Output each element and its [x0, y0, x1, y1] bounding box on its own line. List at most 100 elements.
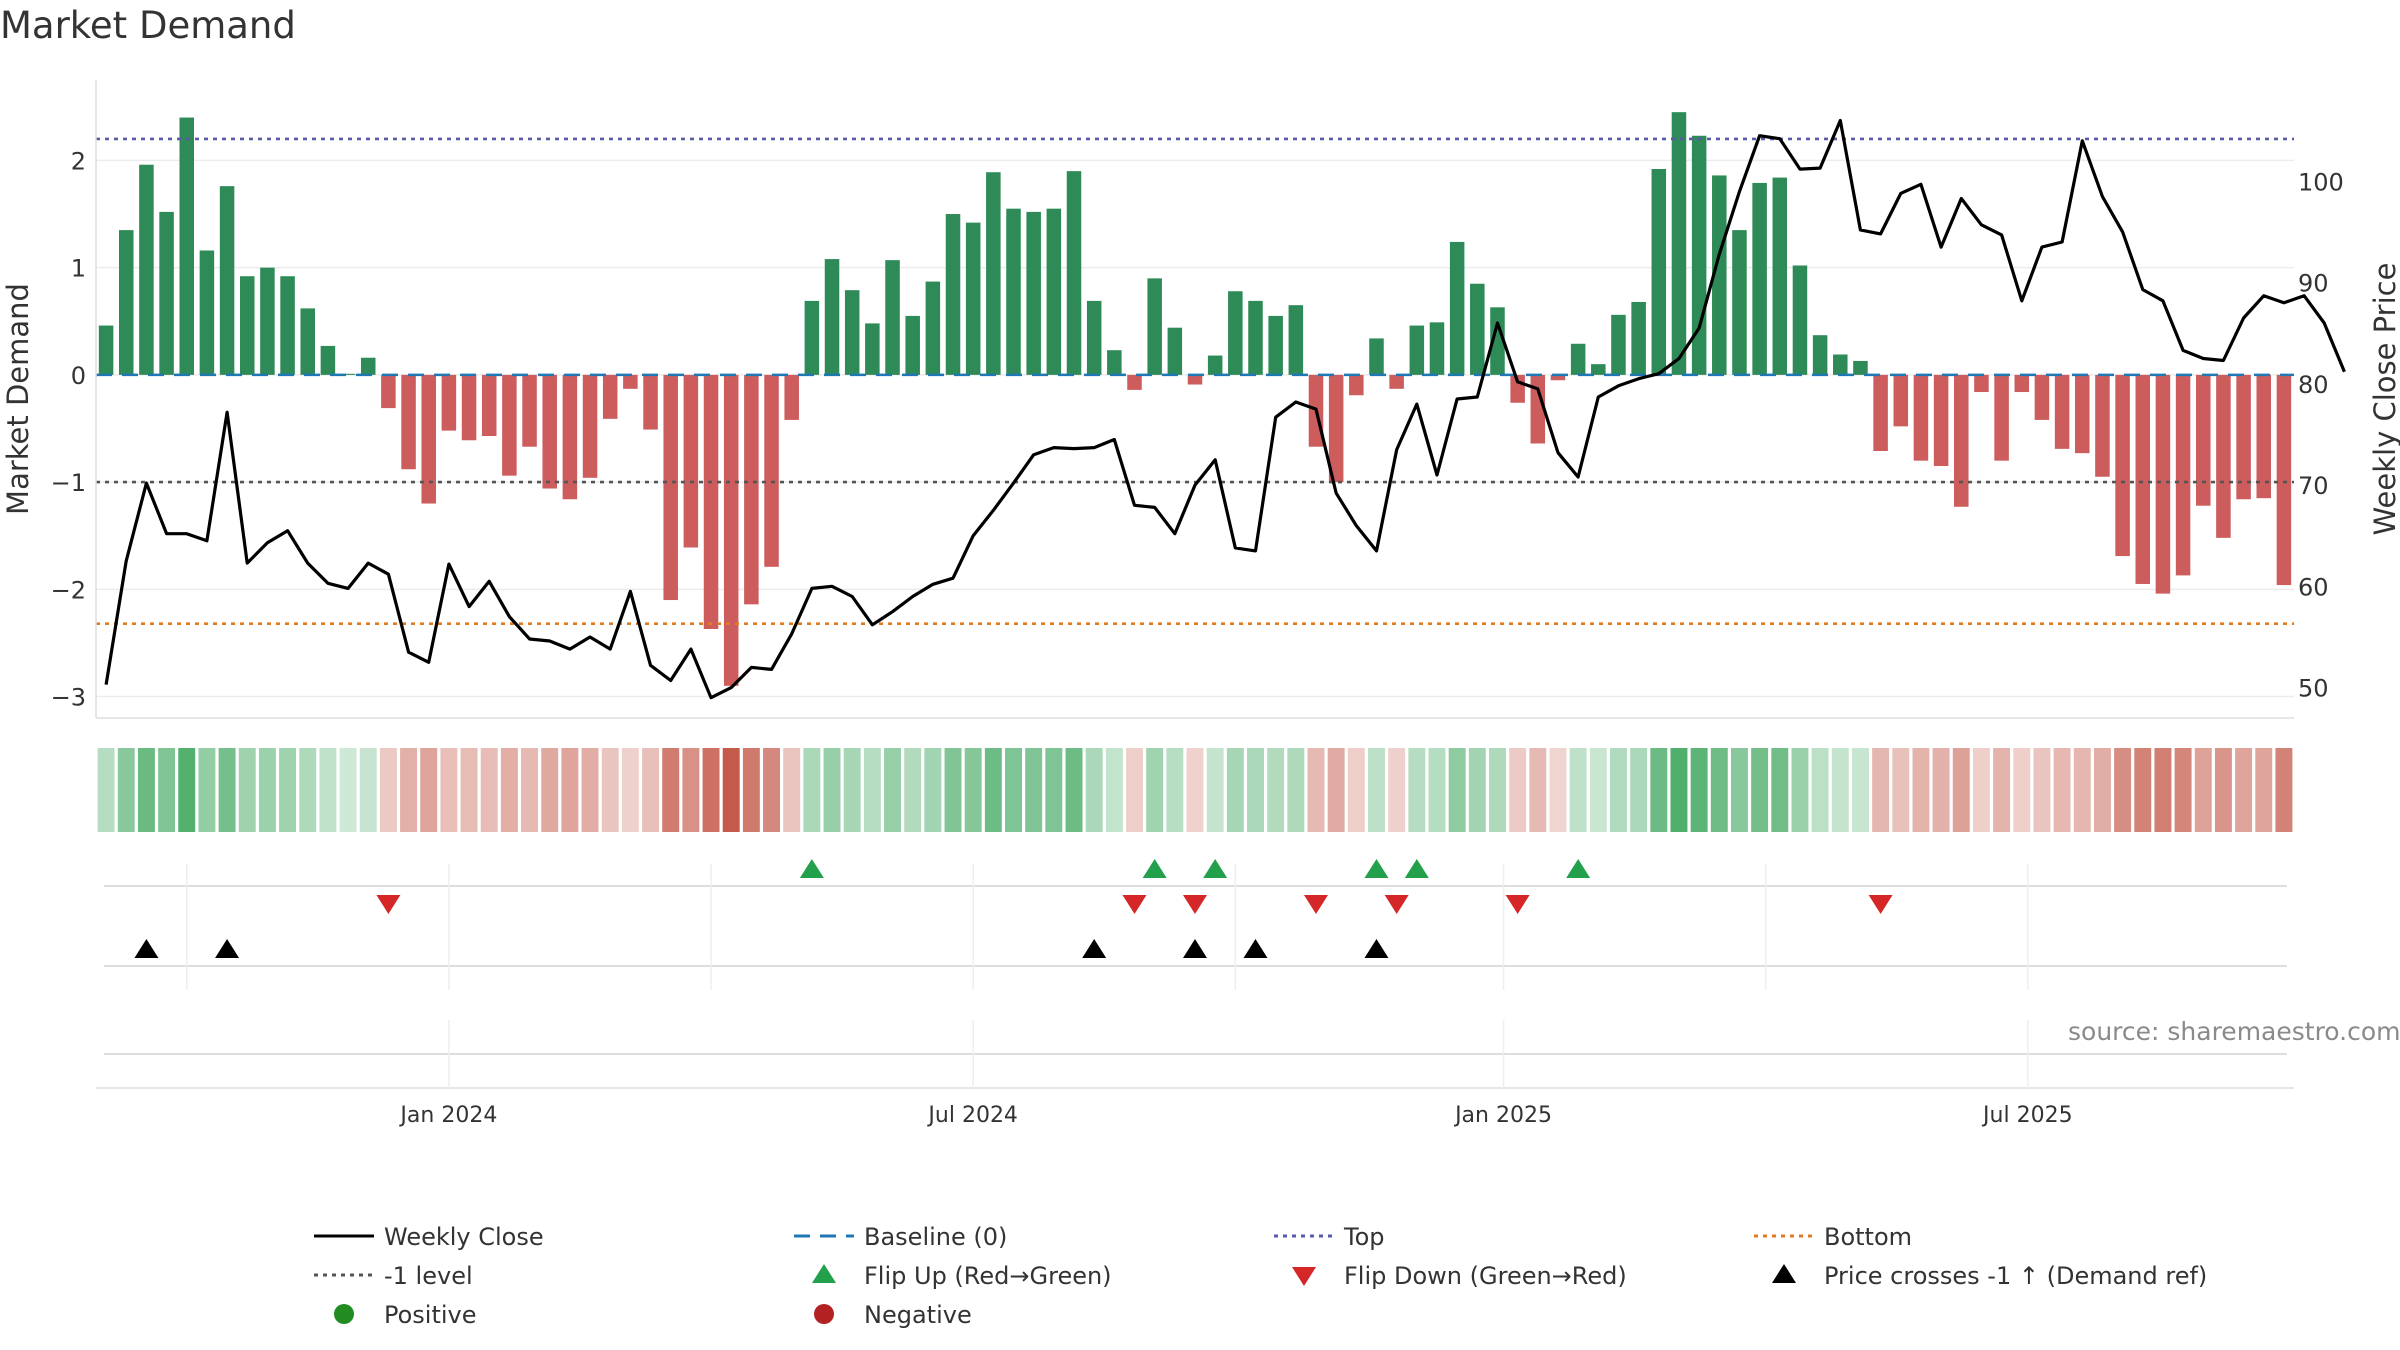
heatmap-cell	[1609, 748, 1627, 832]
demand-bar	[844, 290, 860, 375]
heatmap-cell	[2053, 748, 2071, 832]
heatmap-cell	[662, 748, 680, 832]
heatmap-cell	[1509, 748, 1527, 832]
heatmap-cell	[198, 748, 216, 832]
legend-item: Negative	[814, 1301, 972, 1329]
heatmap-cell	[1650, 748, 1668, 832]
demand-bar	[260, 267, 275, 375]
demand-bar	[2276, 374, 2292, 586]
demand-bar	[421, 374, 436, 504]
demand-bar	[461, 374, 477, 441]
flip-down-marker	[376, 895, 401, 914]
demand-bar	[1470, 283, 1485, 375]
flip-up-marker	[1404, 859, 1429, 878]
demand-bar	[1046, 208, 1062, 375]
demand-bar	[1288, 305, 1304, 375]
heatmap-cell	[984, 748, 1002, 832]
demand-bar	[582, 374, 598, 478]
demand-bar	[643, 374, 658, 430]
flip-down-marker	[1122, 895, 1147, 914]
heatmap-cell	[924, 748, 942, 832]
demand-bar	[1772, 177, 1788, 375]
demand-bar	[159, 211, 174, 375]
heatmap-cell	[2174, 748, 2192, 832]
legend-item: Weekly Close	[314, 1223, 544, 1251]
y-tick-label: −1	[51, 469, 86, 497]
heatmap-cell	[97, 748, 115, 832]
heatmap-cell	[702, 748, 720, 832]
demand-bar	[1066, 171, 1082, 375]
demand-bar	[139, 164, 154, 375]
heatmap-cell	[1872, 748, 1890, 832]
demand-bar	[542, 374, 557, 489]
heatmap-cell	[1791, 748, 1809, 832]
heatmap-cell	[1146, 748, 1164, 832]
heatmap-cell	[420, 748, 438, 832]
heatmap-cell	[682, 748, 700, 832]
demand-bar	[320, 345, 336, 375]
heatmap-cell	[1428, 748, 1446, 832]
heatmap-cell	[1589, 748, 1607, 832]
heatmap-cell	[1468, 748, 1486, 832]
price-cross-marker	[215, 939, 240, 958]
y2-tick-label: 70	[2298, 472, 2329, 500]
legend-item: Flip Up (Red→Green)	[812, 1262, 1112, 1290]
y-tick-label: −3	[51, 684, 86, 712]
demand-bar	[1691, 135, 1707, 375]
heatmap-cell	[944, 748, 962, 832]
heatmap-cell	[1025, 748, 1043, 832]
heatmap-cell	[863, 748, 881, 832]
demand-bar	[764, 374, 779, 567]
heatmap-cell	[218, 748, 236, 832]
flip-down-marker	[1868, 895, 1893, 914]
legend-swatch	[814, 1304, 834, 1324]
heatmap-cell	[1226, 748, 1244, 832]
heatmap-cell	[2013, 748, 2031, 832]
y2-tick-label: 50	[2298, 675, 2329, 703]
heatmap-cell	[601, 748, 619, 832]
legend-label: Weekly Close	[384, 1223, 544, 1251]
heatmap-cell	[1710, 748, 1728, 832]
demand-bar	[1550, 374, 1566, 381]
demand-bar	[1974, 374, 1989, 393]
demand-bar	[1752, 182, 1767, 375]
heatmap-cell	[158, 748, 176, 832]
heatmap-cell	[480, 748, 498, 832]
demand-bar	[502, 374, 517, 476]
x-tick-label: Jan 2025	[1453, 1103, 1552, 1128]
heatmap-cell	[843, 748, 861, 832]
demand-bar	[1994, 374, 2009, 461]
demand-bar	[683, 374, 699, 548]
heatmap-cell	[1912, 748, 1930, 832]
heatmap-cell	[1448, 748, 1466, 832]
y-tick-label: 0	[71, 362, 86, 390]
demand-bar	[1732, 230, 1747, 375]
heatmap-cell	[500, 748, 518, 832]
heatmap-cell	[1247, 748, 1264, 832]
flip-down-marker	[1303, 895, 1328, 914]
demand-bar	[1086, 300, 1102, 375]
heatmap-cell	[823, 748, 841, 832]
legend-label: Top	[1343, 1223, 1385, 1251]
heatmap-cell	[1126, 748, 1143, 832]
legend-label: Flip Up (Red→Green)	[864, 1262, 1112, 1290]
heatmap-cell	[742, 748, 760, 832]
demand-bars	[98, 112, 2292, 686]
heatmap-cell	[1368, 748, 1385, 832]
heatmap-cell	[1851, 748, 1869, 832]
demand-bar	[1328, 374, 1344, 483]
heatmap-cell	[2194, 748, 2212, 832]
demand-bar	[219, 186, 235, 375]
demand-bar	[2195, 374, 2211, 506]
legend-item: Price crosses -1 ↑ (Demand ref)	[1772, 1262, 2207, 1290]
heatmap-cell	[137, 748, 155, 832]
demand-bar	[441, 374, 457, 431]
heatmap-cell	[2275, 748, 2293, 832]
demand-bar	[401, 374, 416, 470]
heatmap-cell	[1529, 748, 1547, 832]
y2-tick-label: 60	[2298, 573, 2329, 601]
y2-tick-label: 90	[2298, 270, 2329, 298]
heatmap-cell	[1206, 748, 1224, 832]
heatmap-cell	[440, 748, 458, 832]
demand-bar	[1228, 291, 1243, 375]
